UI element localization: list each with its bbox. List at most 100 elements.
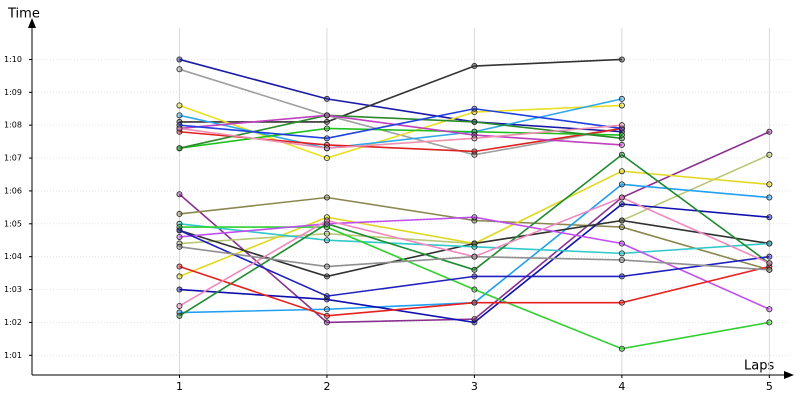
series-line: [179, 219, 770, 278]
point: [323, 112, 330, 119]
series-line: [179, 68, 623, 156]
point: [471, 118, 478, 125]
point: [471, 63, 478, 70]
point: [471, 299, 478, 306]
series-line: [179, 226, 770, 350]
series-line: [179, 265, 770, 317]
point: [618, 141, 625, 148]
point: [176, 286, 183, 293]
x-axis-arrow: [784, 371, 794, 379]
point: [618, 224, 625, 231]
point: [618, 181, 625, 188]
series-line: [179, 216, 770, 310]
point: [176, 191, 183, 198]
series-line: [179, 196, 770, 271]
point: [618, 256, 625, 263]
point: [176, 312, 183, 319]
point: [618, 194, 625, 201]
point: [176, 302, 183, 309]
point: [176, 210, 183, 217]
point: [176, 263, 183, 270]
point: [471, 243, 478, 250]
point: [323, 125, 330, 132]
series-line: [179, 203, 770, 324]
point: [618, 299, 625, 306]
point: [471, 105, 478, 112]
point: [766, 253, 773, 260]
x-axis-title: Laps: [744, 359, 774, 374]
point: [618, 273, 625, 280]
point: [766, 128, 773, 135]
point: [766, 306, 773, 313]
series-line: [179, 114, 622, 146]
y-tick-label: 1:04: [4, 252, 22, 261]
point: [176, 273, 183, 280]
point: [176, 66, 183, 73]
x-tick-label: 4: [618, 380, 625, 393]
y-tick-label: 1:02: [4, 318, 22, 327]
point: [323, 273, 330, 280]
point: [176, 125, 183, 132]
grid: [32, 28, 790, 375]
point: [176, 56, 183, 63]
point: [176, 102, 183, 109]
y-tick-label: 1:06: [4, 186, 22, 195]
point: [618, 56, 625, 63]
point: [618, 217, 625, 224]
point: [176, 227, 183, 234]
point: [618, 345, 625, 352]
y-axis-arrow: [28, 18, 36, 28]
point: [176, 145, 183, 152]
point: [176, 243, 183, 250]
point: [471, 319, 478, 326]
point: [323, 95, 330, 102]
point: [176, 112, 183, 119]
series-line: [179, 223, 770, 255]
point: [766, 240, 773, 247]
series-line: [179, 246, 770, 271]
x-tick-label: 1: [176, 380, 183, 393]
point: [618, 151, 625, 158]
point: [471, 148, 478, 155]
y-tick-label: 1:09: [4, 88, 22, 97]
point: [323, 230, 330, 237]
point: [618, 240, 625, 247]
point: [766, 266, 773, 273]
point: [766, 260, 773, 267]
point: [766, 151, 773, 158]
point: [323, 293, 330, 300]
y-tick-label: 1:07: [4, 154, 22, 163]
point: [323, 237, 330, 244]
point: [766, 214, 773, 221]
y-tick-label: 1:08: [4, 121, 22, 130]
series-line: [179, 107, 622, 140]
point: [471, 214, 478, 221]
point: [323, 217, 330, 224]
x-tick-label: 3: [471, 380, 478, 393]
point: [323, 263, 330, 270]
y-tick-label: 1:01: [4, 351, 22, 360]
point: [618, 102, 625, 109]
y-axis-title: Time: [7, 7, 40, 22]
point: [176, 233, 183, 240]
point: [323, 155, 330, 162]
point: [618, 122, 625, 129]
point: [323, 319, 330, 326]
point: [618, 95, 625, 102]
point: [766, 194, 773, 201]
x-tick-label: 5: [766, 380, 773, 393]
point: [323, 312, 330, 319]
point: [323, 306, 330, 313]
point: [471, 273, 478, 280]
y-tick-label: 1:03: [4, 285, 22, 294]
point: [618, 168, 625, 175]
y-tick-label: 1:10: [4, 55, 22, 64]
point: [618, 135, 625, 142]
lines: [176, 56, 773, 352]
point: [471, 135, 478, 142]
point: [471, 286, 478, 293]
point: [471, 253, 478, 260]
point: [323, 118, 330, 125]
series-line: [179, 153, 770, 317]
series-line: [179, 229, 770, 297]
